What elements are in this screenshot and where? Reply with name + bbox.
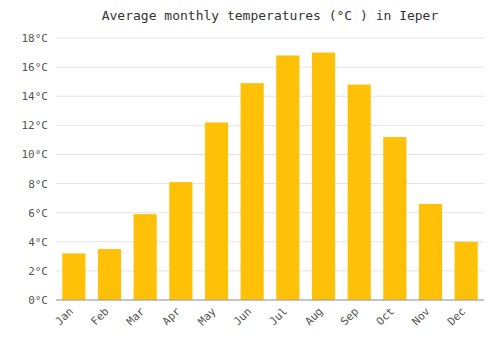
- x-tick-label: Jun: [231, 305, 254, 328]
- bar: [205, 122, 228, 300]
- grid-line: [56, 38, 484, 39]
- y-tick-label: 16°C: [22, 61, 49, 74]
- title: Average monthly temperatures (°C ) in Ie…: [102, 8, 439, 23]
- grid-line: [56, 67, 484, 68]
- y-tick-label: 6°C: [28, 207, 48, 220]
- grid-line: [56, 96, 484, 97]
- x-axis-line: [56, 300, 484, 301]
- bar: [348, 85, 371, 300]
- grid-line: [56, 300, 484, 301]
- x-tick-label: Jul: [267, 305, 290, 328]
- y-tick-label: 8°C: [28, 178, 48, 191]
- x-tick-label: May: [195, 305, 219, 329]
- grid: [56, 38, 484, 300]
- bar: [455, 242, 478, 300]
- y-tick-label: 14°C: [22, 90, 49, 103]
- bar: [312, 53, 335, 300]
- bar: [383, 137, 406, 300]
- chart-container: Average monthly temperatures (°C ) in Ie…: [0, 0, 500, 350]
- x-tick-label: Aug: [302, 305, 325, 328]
- x-tick-label: Sep: [338, 305, 361, 328]
- bars: [62, 53, 478, 300]
- y-tick-label: 12°C: [22, 119, 49, 132]
- bar: [134, 214, 157, 300]
- x-tick-label: Apr: [160, 305, 184, 329]
- x-tick-label: Jan: [53, 305, 76, 328]
- bar: [276, 55, 299, 300]
- bar: [98, 249, 121, 300]
- y-tick-label: 4°C: [28, 236, 48, 249]
- bar: [62, 253, 85, 300]
- bar: [419, 204, 442, 300]
- y-tick-label: 18°C: [22, 32, 49, 45]
- x-tick-label: Dec: [445, 305, 468, 328]
- grid-line: [56, 183, 484, 184]
- grid-line: [56, 125, 484, 126]
- bar: [241, 83, 264, 300]
- x-tick-label: Mar: [124, 305, 148, 329]
- y-tick-label: 2°C: [28, 265, 48, 278]
- x-tick-label: Nov: [409, 305, 433, 329]
- grid-line: [56, 154, 484, 155]
- chart: Average monthly temperatures (°C ) in Ie…: [0, 0, 500, 350]
- x-tick-label: Feb: [88, 305, 111, 328]
- y-tick-label: 0°C: [28, 294, 48, 307]
- y-tick-label: 10°C: [22, 148, 49, 161]
- x-tick-label: Oct: [374, 305, 397, 328]
- bar: [169, 182, 192, 300]
